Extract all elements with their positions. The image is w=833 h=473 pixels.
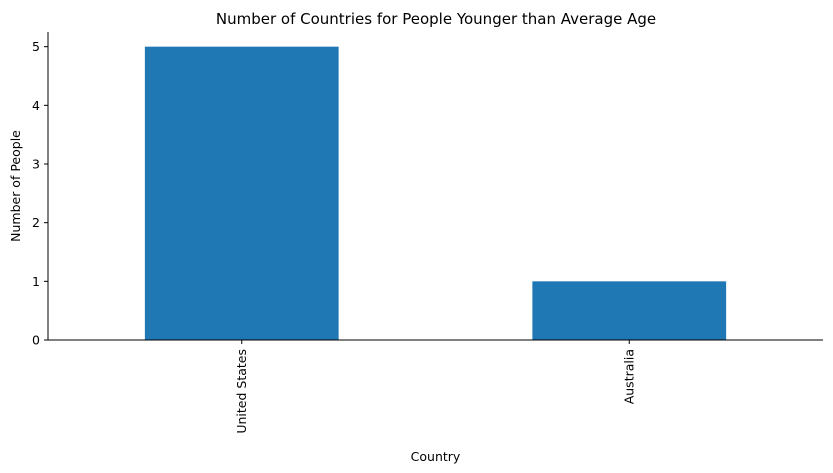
bars-group: [144, 46, 727, 341]
x-axis-title: Country: [411, 449, 461, 464]
x-tick-label: Australia: [621, 349, 636, 404]
bar-united-states: [144, 46, 339, 341]
y-axis-ticks: 0 1 2 3 4 5: [32, 39, 48, 348]
bar-australia: [532, 281, 727, 340]
x-axis-ticks: United States Australia: [234, 340, 636, 434]
y-tick-label: 1: [32, 274, 40, 289]
chart-title: Number of Countries for People Younger t…: [216, 10, 656, 28]
y-tick-label: 4: [32, 98, 40, 113]
y-axis-title: Number of People: [8, 130, 23, 242]
y-tick-label: 0: [32, 333, 40, 348]
y-tick-label: 3: [32, 157, 40, 172]
x-tick-label: United States: [234, 349, 249, 434]
y-tick-label: 2: [32, 215, 40, 230]
y-tick-label: 5: [32, 39, 40, 54]
